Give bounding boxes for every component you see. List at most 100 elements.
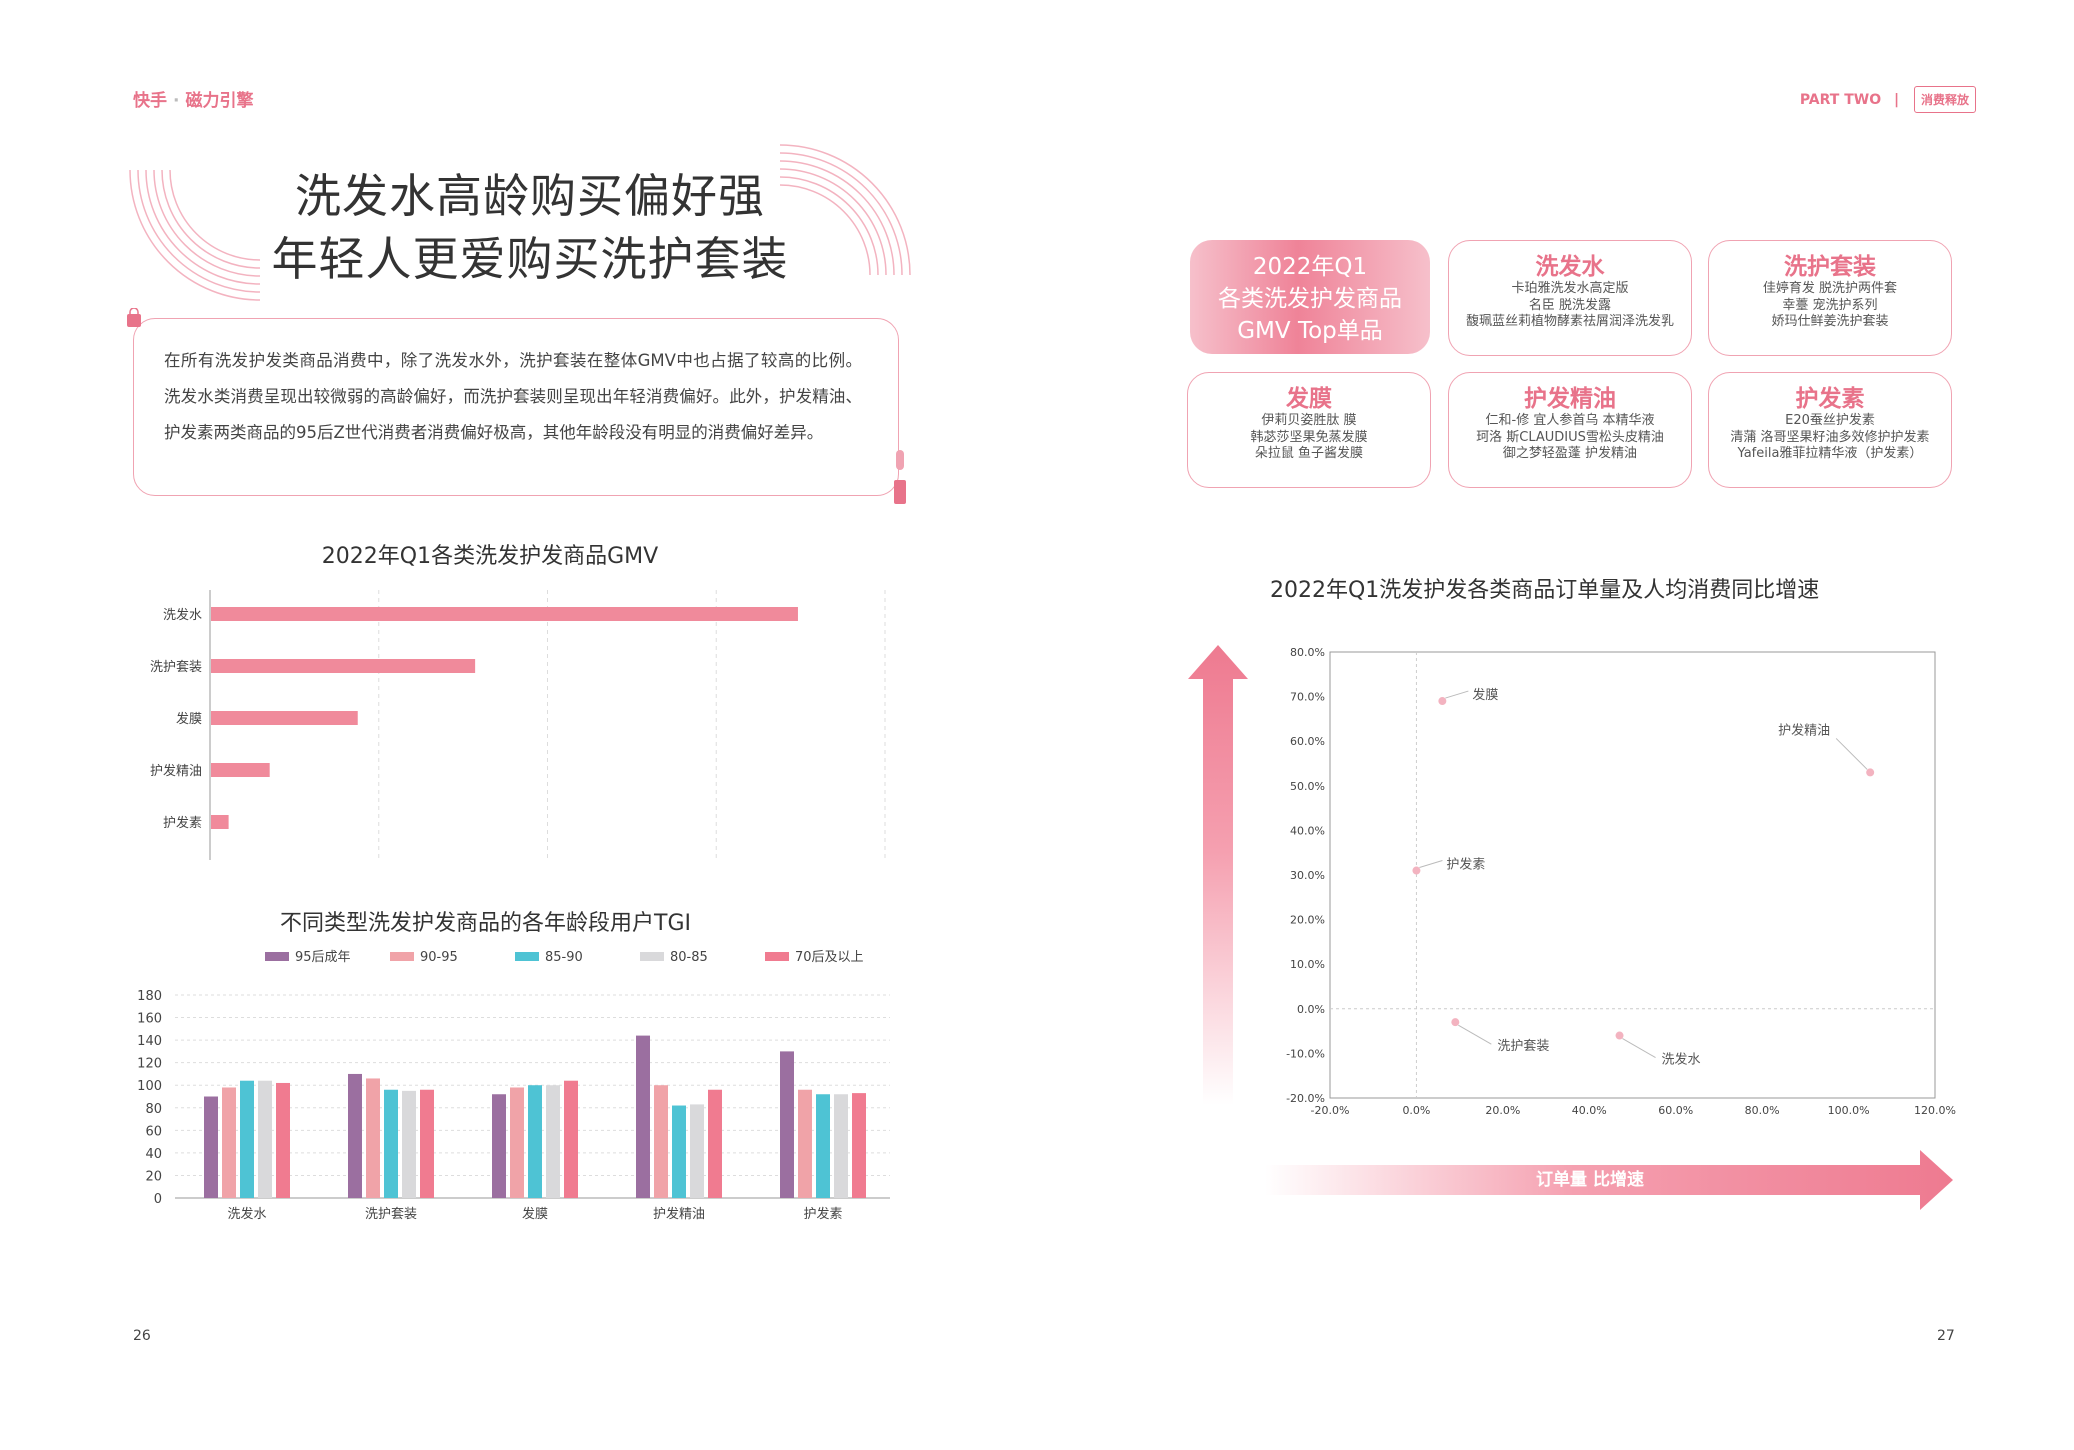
category-label: 发膜 [176,711,202,727]
intro-box: 在所有洗发护发类商品消费中，除了洗发水外，洗护套装在整体GMV中也占据了较高的比… [133,318,899,496]
bag-icon [127,308,141,327]
scatter-point [1412,866,1421,875]
horizontal-arrow [1265,1150,1953,1210]
y-tick-label: 30.0% [1290,869,1325,882]
bar [492,1094,506,1198]
bar [564,1080,578,1198]
page-title: 洗发水高龄购买偏好强 年轻人更爱购买洗护套装 [230,165,830,291]
y-tick-label: 10.0% [1290,958,1325,971]
category-label: 护发素 [803,1206,842,1222]
point-label: 护发素 [1446,857,1485,873]
card-item: 珂洛 斯CLAUDIUS雪松头皮精油 [1476,429,1664,445]
bar [528,1085,542,1198]
page-number-left: 26 [133,1328,151,1344]
legend-swatch [640,952,664,961]
scatter-point [1615,1031,1624,1040]
part-tag-text: 消费释放 [1920,93,1969,107]
y-tick-label: -10.0% [1286,1047,1325,1060]
card-item: 伊莉贝姿胜肽 膜 [1261,413,1357,428]
bar [672,1105,686,1198]
y-tick-label: 180 [137,989,162,1004]
title-line-1: 洗发水高龄购买偏好强 [295,169,765,223]
arrow-label: 订单量 比增速 [1536,1170,1644,1190]
bar [211,763,270,777]
legend-swatch [515,952,539,961]
card-item: 仁和-修 宜人参首乌 本精华液 [1485,413,1655,428]
category-label: 护发素 [163,815,202,831]
bar [780,1051,794,1198]
x-tick-label: 40.0% [1572,1104,1607,1117]
point-label: 发膜 [1472,687,1498,703]
y-tick-label: 120 [137,1057,162,1072]
y-tick-label: 70.0% [1290,691,1325,704]
y-tick-label: 0.0% [1297,1003,1325,1016]
category-label: 护发精油 [653,1206,705,1222]
card-item: 佳婷育发 脱洗护两件套 [1762,281,1898,296]
card-item: 名臣 脱洗发露 [1528,297,1612,313]
y-tick-label: 80.0% [1290,646,1325,659]
scatter-point [1866,768,1875,777]
chart2-title: 不同类型洗发护发商品的各年龄段用户TGI [280,911,691,936]
lipstick-icon [894,450,906,504]
legend-label: 95后成年 [295,950,351,965]
card-item: 韩苾莎坚果免蒸发膜 [1250,429,1368,445]
bar [211,607,798,621]
y-tick-label: 20.0% [1290,914,1325,927]
card-item: 幸薹 宠洗护系列 [1782,297,1878,313]
card-item: 馥珮蓝丝莉植物酵素祛屑润泽洗发乳 [1465,314,1674,329]
x-tick-label: 20.0% [1485,1104,1520,1117]
part-label: PART TWO | 消费释放 [1800,86,1976,113]
bar [420,1089,434,1198]
bar [546,1085,560,1198]
summary-card: 2022年Q1 各类洗发护发商品 GMV Top单品 [1190,240,1430,354]
bar [211,711,358,725]
part-two-text: PART TWO [1799,92,1882,108]
chart3-title: 2022年Q1洗发护发各类商品订单量及人均消费同比增速 [1270,578,1820,603]
legend-swatch [765,952,789,961]
legend-label: 80-85 [670,950,708,965]
bar [222,1087,236,1198]
y-tick-label: 50.0% [1290,780,1325,793]
tgi-grouped-bar-chart: 95后成年 90-95 85-90 80-85 70后及以上 0 20 40 60 80 100 12… [137,950,890,1222]
y-tick-label: 80 [145,1102,162,1117]
legend-swatch [265,952,289,961]
point-label: 洗护套装 [1497,1038,1549,1054]
decorative-arcs-left [129,169,261,301]
bar [402,1090,416,1198]
bar [384,1089,398,1198]
scatter-point [1451,1018,1460,1027]
y-tick-label: 40 [145,1147,162,1162]
x-tick-label: -20.0% [1311,1104,1350,1117]
card-item: 朵拉鼠 鱼子酱发膜 [1254,446,1364,461]
y-tick-label: 60 [145,1124,162,1139]
card-title: 护发精油 [1524,386,1616,412]
legend-label: 70后及以上 [795,950,864,965]
card-title: 发膜 [1286,386,1332,412]
card-item: 卡珀雅洗发水高定版 [1511,281,1629,296]
card-item: E20蚕丝护发素 [1785,413,1875,428]
card-title: 洗发水 [1535,254,1605,280]
y-tick-label: -20.0% [1286,1092,1325,1105]
point-label: 洗发水 [1662,1052,1701,1068]
card-title: 洗护套装 [1784,254,1876,280]
bar [708,1089,722,1198]
decorative-arcs-right [779,144,911,276]
growth-scatter-chart: 80.0% 70.0% 60.0% 50.0% 40.0% 30.0% 20.0% 10.0%… [1286,646,1956,1117]
x-tick-label: 80.0% [1745,1104,1780,1117]
card-wash-set: 洗护套装 佳婷育发 脱洗护两件套 幸薹 宠洗护系列 娇玛仕鲜姜洗护套装 [1708,240,1952,356]
card-conditioner: 护发素 E20蚕丝护发素 清蒲 洛哥坚果籽油多效修护护发素 Yafeila雅菲拉… [1708,372,1952,488]
y-tick-label: 20 [145,1169,162,1184]
x-tick-label: 0.0% [1402,1104,1430,1117]
card-hair-mask: 发膜 伊莉贝姿胜肽 膜 韩苾莎坚果免蒸发膜 朵拉鼠 鱼子酱发膜 [1187,372,1431,488]
category-label: 洗发水 [163,607,202,623]
bar [690,1104,704,1198]
card-item: 清蒲 洛哥坚果籽油多效修护护发素 [1730,429,1930,445]
legend-label: 85-90 [545,950,583,965]
bar [366,1078,380,1198]
plot-frame [1329,651,1936,1099]
bar [852,1093,866,1198]
scatter-point [1438,697,1447,706]
point-label: 护发精油 [1778,722,1830,738]
title-line-2: 年轻人更爱购买洗护套装 [271,232,789,286]
x-tick-label: 120.0% [1914,1104,1956,1117]
